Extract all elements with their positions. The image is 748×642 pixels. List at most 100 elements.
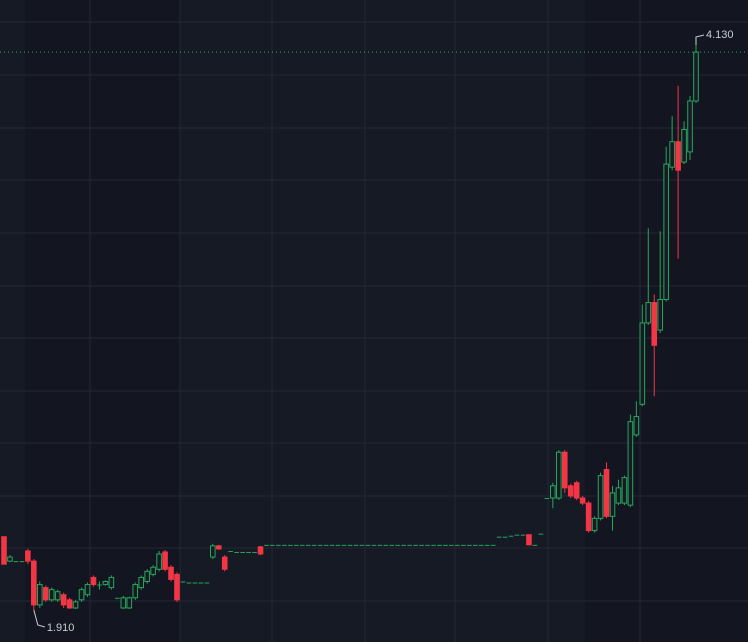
candle-body — [209, 545, 216, 558]
candle-body — [347, 544, 353, 546]
candle-body — [84, 584, 91, 596]
candle-body — [186, 582, 192, 584]
candle-body — [48, 589, 55, 601]
high-label: 4.130 — [706, 29, 734, 41]
candle-body — [215, 545, 222, 550]
candle-body — [573, 482, 580, 499]
candle-body — [311, 544, 317, 546]
candle-body — [383, 544, 389, 546]
candle-body — [455, 544, 460, 546]
candle-body — [591, 517, 598, 532]
candle-body — [1, 536, 7, 565]
candle-body — [395, 544, 401, 546]
candle-body — [240, 551, 245, 553]
candle-body — [561, 451, 568, 489]
candle-body — [150, 566, 156, 575]
candle-body — [609, 492, 616, 517]
candle-body — [270, 544, 275, 546]
candle-body — [221, 556, 228, 570]
candle-body — [174, 573, 180, 601]
candle-body — [627, 421, 634, 506]
candle-body — [597, 475, 604, 519]
candle-body — [36, 584, 43, 606]
candle-body — [108, 576, 115, 589]
candle-body — [508, 535, 514, 537]
candle-body — [484, 544, 490, 546]
candle-body — [305, 544, 311, 546]
candle-body — [419, 544, 424, 546]
candle-body — [42, 587, 49, 601]
candle-body — [520, 534, 526, 536]
candle-body — [449, 544, 454, 546]
candle-body — [555, 451, 562, 499]
candle-body — [615, 487, 622, 504]
candle-body — [645, 302, 652, 324]
candle-body — [544, 498, 550, 500]
candle-body — [156, 553, 162, 570]
candle-body — [431, 544, 436, 546]
candle-body — [567, 485, 574, 497]
candle-body — [19, 561, 25, 563]
candle-body — [13, 561, 19, 563]
candle-body — [72, 601, 79, 609]
candle-body — [550, 485, 556, 499]
candle-body — [90, 576, 97, 586]
candle-body — [663, 163, 669, 301]
candle-body — [341, 544, 347, 546]
candle-body — [359, 544, 365, 546]
candle-body — [299, 544, 305, 546]
session-shade — [25, 0, 180, 642]
candle-body — [443, 544, 448, 546]
candle-body — [413, 544, 418, 546]
candle-body — [288, 544, 293, 546]
candle-body — [25, 550, 31, 562]
candle-body — [425, 544, 430, 546]
annotation-leader — [695, 34, 705, 45]
candle-body — [204, 582, 210, 584]
candle-body — [132, 584, 139, 599]
candle-body — [126, 597, 133, 609]
candle-body — [282, 544, 287, 546]
candle-body — [257, 546, 264, 555]
candle-body — [693, 51, 699, 102]
candle-body — [198, 582, 204, 584]
candle-body — [264, 544, 269, 546]
candle-body — [401, 544, 406, 546]
annotation-leader — [33, 609, 45, 628]
candle-body — [633, 416, 640, 436]
candle-body — [639, 322, 646, 405]
candle-body — [478, 544, 484, 546]
candle-body — [252, 551, 257, 553]
candle-body — [365, 544, 371, 546]
candle-body — [60, 594, 67, 606]
candle-body — [115, 597, 120, 599]
candle-body — [78, 589, 85, 601]
candle-body — [407, 544, 412, 546]
candle-body — [335, 544, 341, 546]
candle-body — [180, 581, 186, 583]
candle-body — [66, 599, 73, 609]
candle-body — [389, 544, 395, 546]
candle-body — [502, 536, 508, 538]
candle-body — [7, 556, 13, 562]
candle-body — [461, 544, 466, 546]
candle-body — [138, 576, 145, 589]
low-label: 1.910 — [47, 622, 75, 634]
candle-body — [192, 582, 198, 584]
candle-body — [97, 584, 102, 586]
candle-body — [144, 570, 150, 582]
candle-body — [54, 591, 61, 601]
candle-body — [526, 534, 532, 546]
candle-body — [294, 544, 299, 546]
candle-body — [234, 551, 239, 553]
candle-body — [246, 551, 251, 553]
candle-body — [687, 100, 693, 153]
candle-body — [31, 560, 37, 606]
candle-body — [168, 566, 174, 580]
candle-body — [371, 544, 377, 546]
candle-body — [651, 302, 658, 346]
candle-body — [669, 141, 675, 168]
